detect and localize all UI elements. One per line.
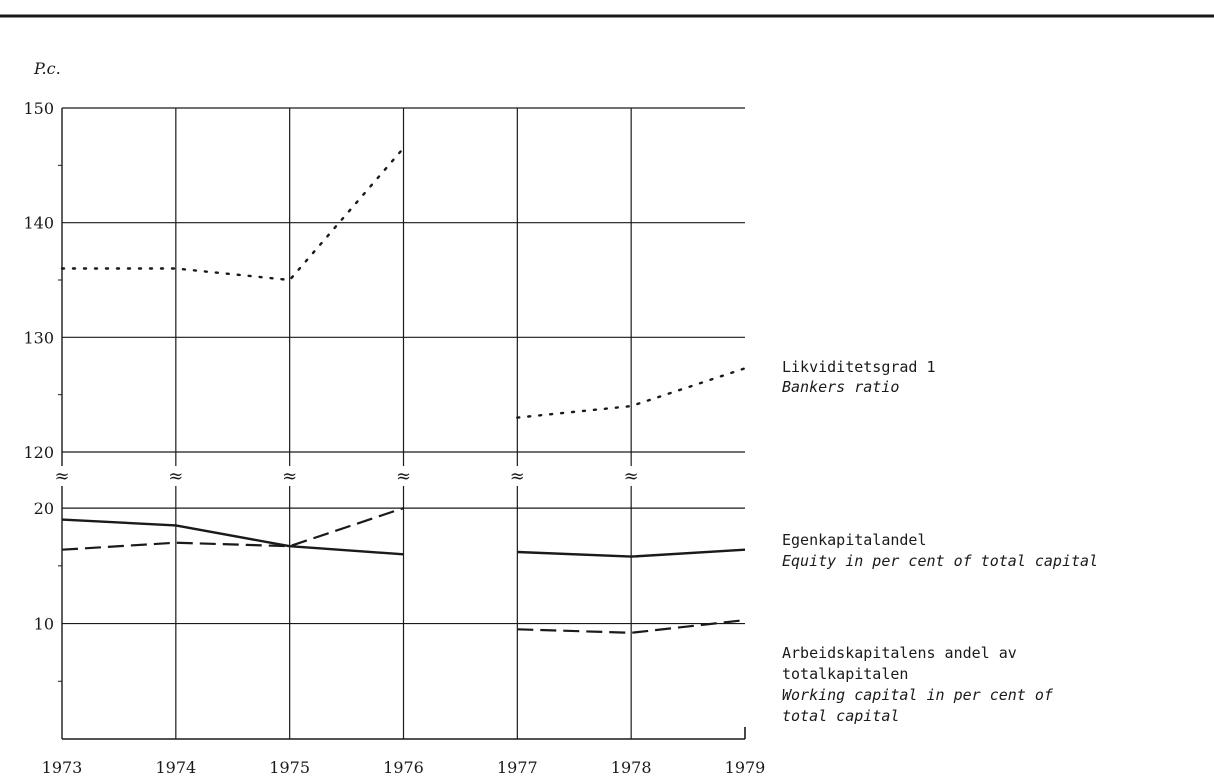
legend-working-capital-line2: total capital	[782, 707, 899, 725]
axis-break-1977: ≈	[510, 466, 525, 487]
y-tick-20: 20	[34, 499, 54, 518]
series-3-segment-1	[61, 507, 404, 551]
legend-bankers-ratio: Bankers ratio	[782, 378, 899, 396]
x-tick-1976: 1976	[383, 758, 424, 777]
legend-equity: Equity in per cent of total capital	[782, 552, 1098, 570]
y-tick-150: 150	[23, 99, 54, 118]
y-tick-140: 140	[23, 214, 54, 233]
series-2-segment-1	[61, 518, 404, 556]
legend-working-capital-line1: Working capital in per cent of	[782, 686, 1054, 704]
axis-break-1976: ≈	[396, 466, 411, 487]
y-tick-130: 130	[23, 328, 54, 347]
axis-break-1975: ≈	[282, 466, 297, 487]
x-tick-1973: 1973	[42, 758, 83, 777]
x-tick-1978: 1978	[611, 758, 652, 777]
series-lines	[60, 146, 747, 634]
axis-breaks: ≈ ≈ ≈ ≈ ≈ ≈	[54, 466, 638, 487]
tick-labels: 150 140 130 120 20 10 1973 1974 1975 1976 1977 1978…	[23, 99, 765, 777]
gridlines	[62, 107, 745, 739]
series-1-segment-1	[60, 146, 405, 282]
axis-break-1978: ≈	[624, 466, 639, 487]
legend-egenkapitalandel: Egenkapitalandel	[782, 531, 927, 549]
unit-label: P.c.	[33, 59, 61, 78]
axes	[58, 108, 746, 740]
axis-break-1974: ≈	[168, 466, 183, 487]
series-3-segment-2	[517, 619, 746, 634]
legend: Likviditetsgrad 1 Bankers ratio Egenkapi…	[782, 358, 1098, 725]
legend-likviditetsgrad: Likviditetsgrad 1	[782, 358, 936, 376]
axis-break-1973: ≈	[54, 466, 69, 487]
legend-arbeidskapital-line2: totalkapitalen	[782, 665, 908, 683]
y-tick-120: 120	[23, 443, 54, 462]
x-tick-1975: 1975	[269, 758, 310, 777]
series-2-segment-2	[517, 548, 746, 558]
y-tick-10: 10	[34, 615, 54, 634]
x-tick-1979: 1979	[725, 758, 766, 777]
legend-arbeidskapital-line1: Arbeidskapitalens andel av	[782, 644, 1017, 662]
x-tick-1977: 1977	[497, 758, 538, 777]
x-tick-1974: 1974	[155, 758, 196, 777]
